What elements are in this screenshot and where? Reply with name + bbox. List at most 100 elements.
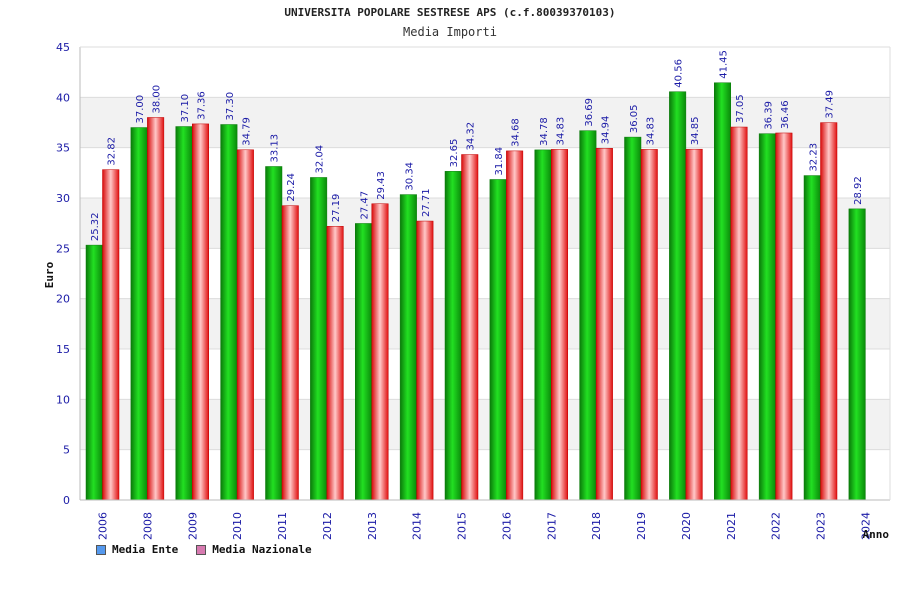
bar-media-nazionale: [685, 148, 703, 501]
x-tick-label: 2018: [590, 512, 603, 540]
x-tick-label: 2022: [770, 512, 783, 540]
y-tick-label: 25: [56, 242, 70, 255]
grid-band: [80, 198, 890, 249]
data-label: 38.00: [152, 85, 163, 114]
data-label: 40.56: [674, 59, 685, 88]
y-tick-label: 45: [56, 41, 70, 54]
data-label: 36.69: [584, 98, 595, 127]
bar-media-nazionale: [326, 226, 344, 501]
bar-media-nazionale: [775, 132, 793, 501]
data-label: 27.47: [360, 191, 371, 220]
bar-media-nazionale: [595, 148, 613, 501]
bar-media-ente: [579, 130, 597, 501]
legend: Media Ente Media Nazionale: [96, 543, 312, 556]
legend-swatch: [96, 544, 106, 555]
data-label: 34.79: [241, 117, 252, 146]
x-tick-label: 2023: [815, 512, 828, 540]
bar-media-ente: [220, 124, 238, 501]
bar-media-ente: [534, 149, 552, 501]
data-label: 34.68: [511, 118, 522, 147]
data-label: 37.36: [197, 91, 208, 120]
data-label: 25.32: [90, 212, 101, 241]
legend-item-media-ente: Media Ente: [96, 543, 178, 556]
y-tick-label: 20: [56, 293, 70, 306]
bar-media-ente: [624, 136, 642, 501]
y-tick-label: 15: [56, 343, 70, 356]
x-tick-label: 2008: [141, 512, 154, 540]
x-tick-label: 2017: [545, 512, 558, 540]
data-label: 27.71: [421, 188, 432, 217]
bar-media-ente: [355, 223, 373, 501]
data-label: 36.46: [780, 100, 791, 129]
data-label: 32.65: [449, 139, 460, 168]
data-label: 30.34: [404, 162, 415, 191]
data-label: 33.13: [270, 134, 281, 163]
chart-subtitle: Media Importi: [403, 25, 497, 39]
grid-layer: [80, 46, 890, 501]
legend-label: Media Ente: [112, 543, 179, 556]
bar-media-nazionale: [192, 123, 210, 501]
x-tick-label: 2016: [500, 512, 513, 540]
axes-layer: 0 5 10 15 20 25 30 35 40 45 2006 2008 2009 2010 2011 20…: [56, 41, 891, 540]
legend-item-media-nazionale: Media Nazionale: [196, 543, 312, 556]
y-tick-label: 30: [56, 192, 70, 205]
data-label: 41.45: [719, 50, 730, 79]
bar-media-ente: [848, 208, 866, 501]
x-tick-label: 2019: [635, 512, 648, 540]
data-label: 34.83: [645, 117, 656, 146]
bar-media-nazionale: [236, 149, 254, 501]
bar-media-nazionale: [551, 149, 569, 501]
bar-media-ente: [399, 194, 417, 501]
data-label: 34.94: [600, 116, 611, 145]
y-axis-title: Euro: [43, 261, 56, 288]
bar-media-ente: [130, 127, 148, 501]
bar-media-nazionale: [102, 169, 120, 501]
data-label: 32.04: [315, 145, 326, 174]
data-label: 29.24: [286, 173, 297, 202]
x-tick-label: 2020: [680, 512, 693, 540]
x-tick-label: 2013: [366, 512, 379, 540]
x-tick-label: 2012: [321, 512, 334, 540]
x-tick-label: 2024: [859, 512, 872, 540]
y-tick-label: 5: [63, 444, 70, 457]
x-tick-label: 2010: [231, 512, 244, 540]
grid-band: [80, 399, 890, 450]
data-labels-layer: 25.32 32.82 37.00 38.00 37.10 37.36 37.30 34.79…: [90, 50, 864, 241]
x-tick-label: 2011: [276, 512, 289, 540]
grid-band: [80, 298, 890, 349]
y-tick-label: 0: [63, 494, 70, 507]
bar-media-ente: [758, 133, 776, 501]
bar-media-nazionale: [820, 122, 838, 501]
grid-band: [80, 97, 890, 148]
bar-media-ente: [444, 171, 462, 501]
x-axis-title: Anno: [863, 528, 890, 541]
bar-media-ente: [85, 244, 103, 501]
data-label: 31.84: [494, 147, 505, 176]
chart-title: UNIVERSITA POPOLARE SESTRESE APS (c.f.80…: [284, 6, 616, 19]
bar-media-ente: [714, 82, 732, 501]
bar-media-ente: [669, 91, 687, 501]
x-tick-label: 2015: [456, 512, 469, 540]
y-tick-label: 10: [56, 393, 70, 406]
bar-media-nazionale: [730, 126, 748, 501]
data-label: 37.05: [735, 94, 746, 123]
bar-media-ente: [175, 126, 193, 501]
bar-media-nazionale: [506, 150, 524, 501]
data-label: 36.05: [629, 104, 640, 133]
bar-media-nazionale: [281, 205, 299, 501]
x-tick-label: 2021: [725, 512, 738, 540]
data-label: 34.83: [556, 117, 567, 146]
bar-media-ente: [489, 179, 507, 501]
y-tick-label: 35: [56, 142, 70, 155]
legend-label: Media Nazionale: [212, 543, 312, 556]
data-label: 37.30: [225, 92, 236, 121]
y-tick-label: 40: [56, 91, 70, 104]
bar-media-ente: [310, 177, 328, 501]
data-label: 34.32: [466, 122, 477, 151]
data-label: 27.19: [331, 194, 342, 223]
x-tick-label: 2014: [411, 512, 424, 540]
bar-media-ente: [803, 175, 821, 501]
bar-media-nazionale: [461, 154, 479, 501]
x-tick-label: 2009: [186, 512, 199, 540]
